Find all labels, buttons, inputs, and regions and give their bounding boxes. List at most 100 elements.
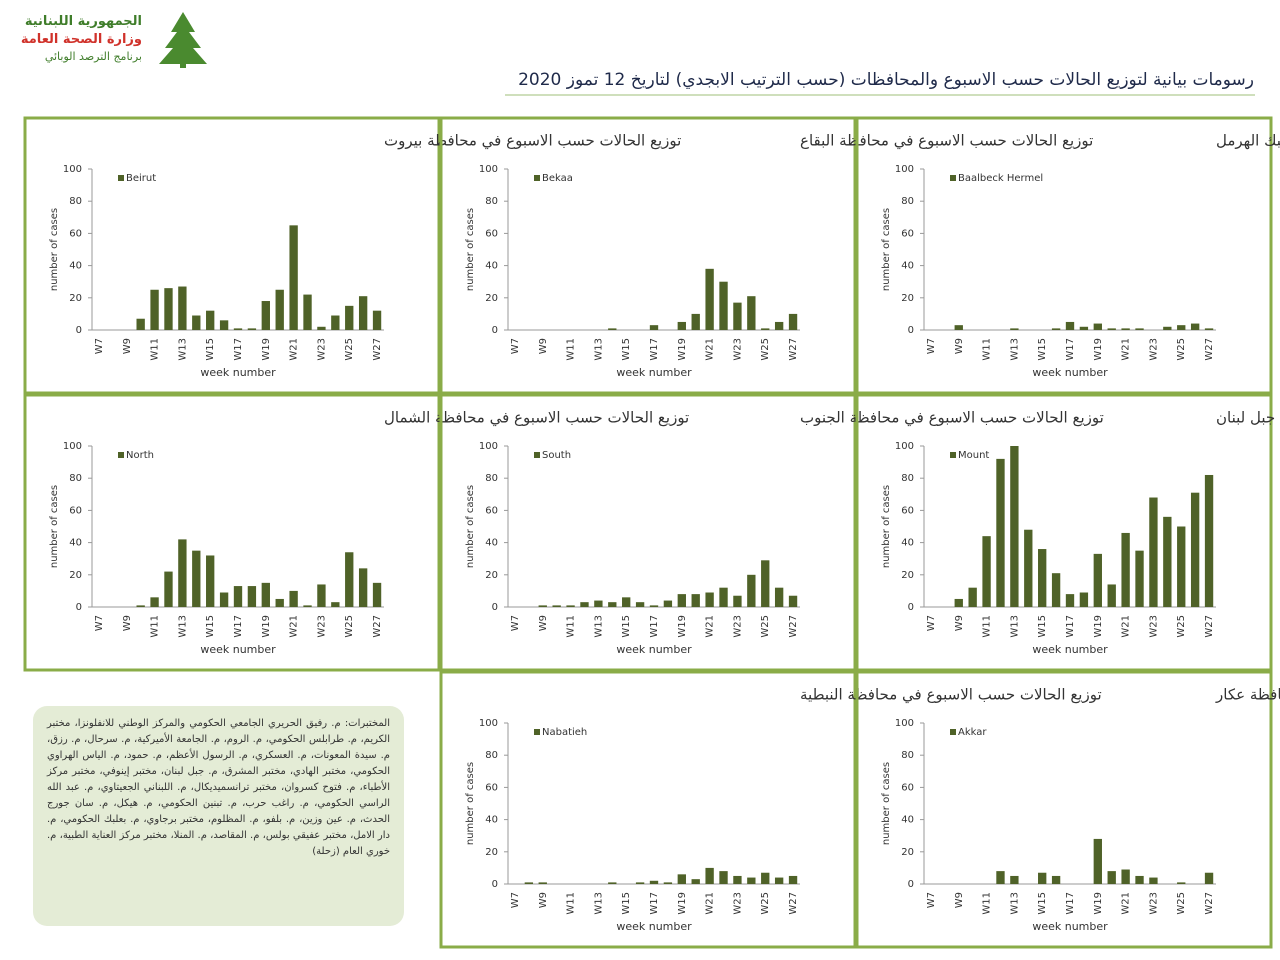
bar xyxy=(331,602,340,607)
bar xyxy=(788,313,798,330)
x-tick-label: W25 xyxy=(1176,338,1187,361)
legend-label: North xyxy=(126,450,154,461)
y-tick-label: 40 xyxy=(485,261,498,272)
chart-title: توزيع الحالات حسب الاسبوع في محافظة البق… xyxy=(800,132,1093,151)
bar xyxy=(261,301,270,330)
x-tick-label: W17 xyxy=(233,338,244,361)
bar xyxy=(1190,492,1200,607)
bar xyxy=(164,288,173,330)
bar xyxy=(1204,474,1214,607)
x-tick-label: W7 xyxy=(510,892,521,908)
x-tick-label: W17 xyxy=(649,892,660,915)
chart-title: توزيع الحالات حسب الاسبوع في محافظة النب… xyxy=(800,686,1102,705)
bar xyxy=(622,597,631,607)
y-tick-label: 60 xyxy=(485,782,498,793)
x-tick-label: W11 xyxy=(566,892,577,915)
x-tick-label: W13 xyxy=(593,338,604,361)
bar xyxy=(1121,328,1130,330)
y-tick-label: 100 xyxy=(895,718,914,729)
legend-label: Mount xyxy=(958,450,989,461)
y-tick-label: 40 xyxy=(485,538,498,549)
y-tick-label: 40 xyxy=(901,815,914,826)
x-tick-label: W15 xyxy=(621,338,632,361)
x-tick-label: W11 xyxy=(150,615,161,638)
y-tick-label: 40 xyxy=(485,815,498,826)
legend-label: South xyxy=(542,450,571,461)
bar xyxy=(733,302,742,330)
bar xyxy=(691,313,700,330)
chart-panel: توزيع الحالات حسب الاسبوع في محافظة جبل … xyxy=(855,393,1280,672)
y-axis-label: number of cases xyxy=(465,485,476,568)
y-tick-label: 80 xyxy=(901,196,914,207)
bar xyxy=(747,877,756,884)
bar xyxy=(247,586,257,607)
bar xyxy=(774,877,784,884)
x-tick-label: W23 xyxy=(1148,892,1159,915)
bar xyxy=(289,590,298,607)
x-tick-label: W21 xyxy=(705,892,716,915)
x-tick-label: W11 xyxy=(566,338,577,361)
x-tick-label: W11 xyxy=(982,615,993,638)
x-tick-label: W11 xyxy=(982,338,993,361)
x-tick-label: W7 xyxy=(510,338,521,354)
bar xyxy=(1177,882,1186,884)
bar xyxy=(663,600,673,607)
y-tick-label: 60 xyxy=(69,228,82,239)
y-tick-label: 20 xyxy=(69,570,82,581)
y-tick-label: 0 xyxy=(492,325,498,336)
bar xyxy=(608,882,617,884)
x-tick-label: W25 xyxy=(760,338,771,361)
chart-title: توزيع الحالات حسب الاسبوع في محافظة بيرو… xyxy=(384,132,681,151)
bar xyxy=(178,286,187,330)
bar xyxy=(150,289,159,330)
x-tick-label: W13 xyxy=(1009,892,1020,915)
bar xyxy=(372,582,382,607)
x-tick-label: W15 xyxy=(1037,338,1048,361)
x-tick-label: W23 xyxy=(732,892,743,915)
bar xyxy=(247,328,257,330)
header-ministry: وزارة الصحة العامة xyxy=(20,32,142,47)
legend-swatch xyxy=(534,175,540,181)
chart-title: توزيع الحالات حسب الاسبوع في محافظة بعلب… xyxy=(1216,132,1280,151)
x-tick-label: W9 xyxy=(122,615,133,631)
x-tick-label: W11 xyxy=(566,615,577,638)
y-tick-label: 80 xyxy=(69,196,82,207)
x-tick-label: W27 xyxy=(1204,892,1215,915)
y-tick-label: 80 xyxy=(485,750,498,761)
bar xyxy=(1051,875,1061,884)
bar xyxy=(317,584,326,607)
bar xyxy=(1121,869,1130,884)
bar xyxy=(1135,550,1144,607)
legend-swatch xyxy=(534,729,540,735)
x-tick-label: W9 xyxy=(122,338,133,354)
x-tick-label: W23 xyxy=(316,615,327,638)
bar xyxy=(705,867,714,884)
x-tick-label: W25 xyxy=(344,338,355,361)
x-tick-label: W25 xyxy=(344,615,355,638)
y-tick-label: 40 xyxy=(901,538,914,549)
y-axis-label: number of cases xyxy=(881,762,892,845)
bar xyxy=(538,605,547,607)
bar xyxy=(1107,584,1116,607)
bar xyxy=(1038,872,1047,884)
x-tick-label: W19 xyxy=(677,338,688,361)
bar xyxy=(719,281,728,330)
x-tick-label: W27 xyxy=(788,892,799,915)
bar xyxy=(954,598,963,607)
x-tick-label: W23 xyxy=(732,338,743,361)
bar xyxy=(608,602,617,607)
x-tick-label: W19 xyxy=(261,338,272,361)
y-tick-label: 0 xyxy=(492,879,498,890)
x-tick-label: W15 xyxy=(1037,892,1048,915)
chart-title: توزيع الحالات حسب الاسبوع في محافظة الجن… xyxy=(800,409,1104,428)
x-axis-label: week number xyxy=(1032,366,1108,379)
bar xyxy=(1190,323,1200,330)
bar xyxy=(1177,325,1186,330)
x-tick-label: W15 xyxy=(1037,615,1048,638)
bar xyxy=(1051,328,1061,330)
bar xyxy=(317,326,326,330)
bar xyxy=(1121,532,1130,607)
bar xyxy=(635,882,645,884)
x-tick-label: W15 xyxy=(205,615,216,638)
x-tick-label: W17 xyxy=(1065,892,1076,915)
